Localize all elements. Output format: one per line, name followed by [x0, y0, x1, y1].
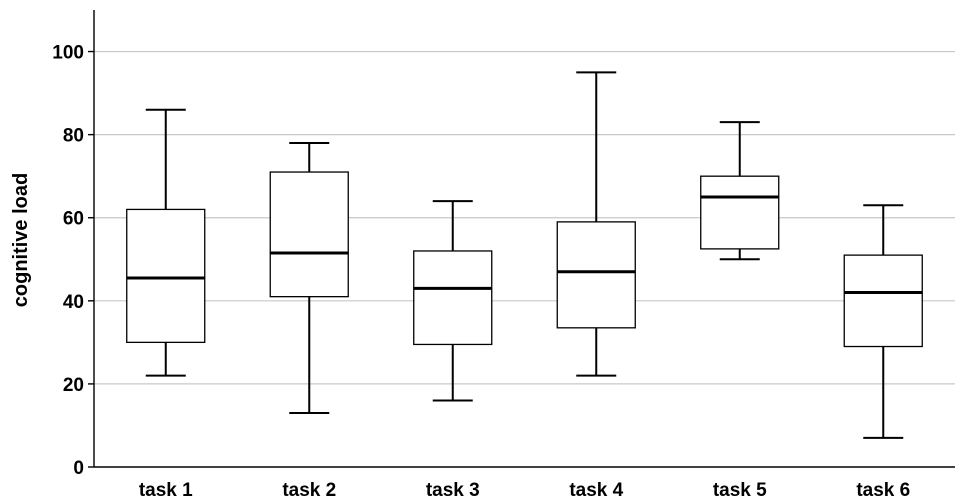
box-6 — [843, 204, 923, 439]
y-tick-label-20: 20 — [63, 375, 84, 396]
box-4 — [556, 71, 636, 377]
box-1 — [126, 108, 206, 377]
iqr-box — [413, 250, 493, 346]
y-tick-label-60: 60 — [63, 209, 84, 230]
x-tick-label-1: task 1 — [139, 480, 193, 501]
x-tick-label-5: task 5 — [713, 480, 767, 501]
iqr-box — [843, 254, 923, 348]
y-tick-label-100: 100 — [52, 43, 84, 64]
box-2 — [269, 141, 349, 414]
iqr-box — [126, 208, 206, 344]
y-tick-label-80: 80 — [63, 126, 84, 147]
box-5 — [700, 121, 780, 261]
iqr-box — [700, 175, 780, 250]
gridlines — [94, 50, 955, 385]
axes: 0 20 40 60 80 100 task 1 task 2 task 3 task 4 task… — [52, 10, 955, 501]
x-tick-label-2: task 2 — [282, 480, 336, 501]
x-tick-label-4: task 4 — [569, 480, 623, 501]
y-tick-label-40: 40 — [63, 292, 84, 313]
y-tick-label-0: 0 — [73, 458, 84, 479]
x-tick-label-6: task 6 — [856, 480, 910, 501]
iqr-box — [269, 171, 349, 298]
x-tick-label-3: task 3 — [426, 480, 480, 501]
y-axis-title: cognitive load — [10, 173, 32, 307]
iqr-box — [556, 221, 636, 329]
boxes — [126, 71, 923, 439]
box-3 — [413, 200, 493, 402]
